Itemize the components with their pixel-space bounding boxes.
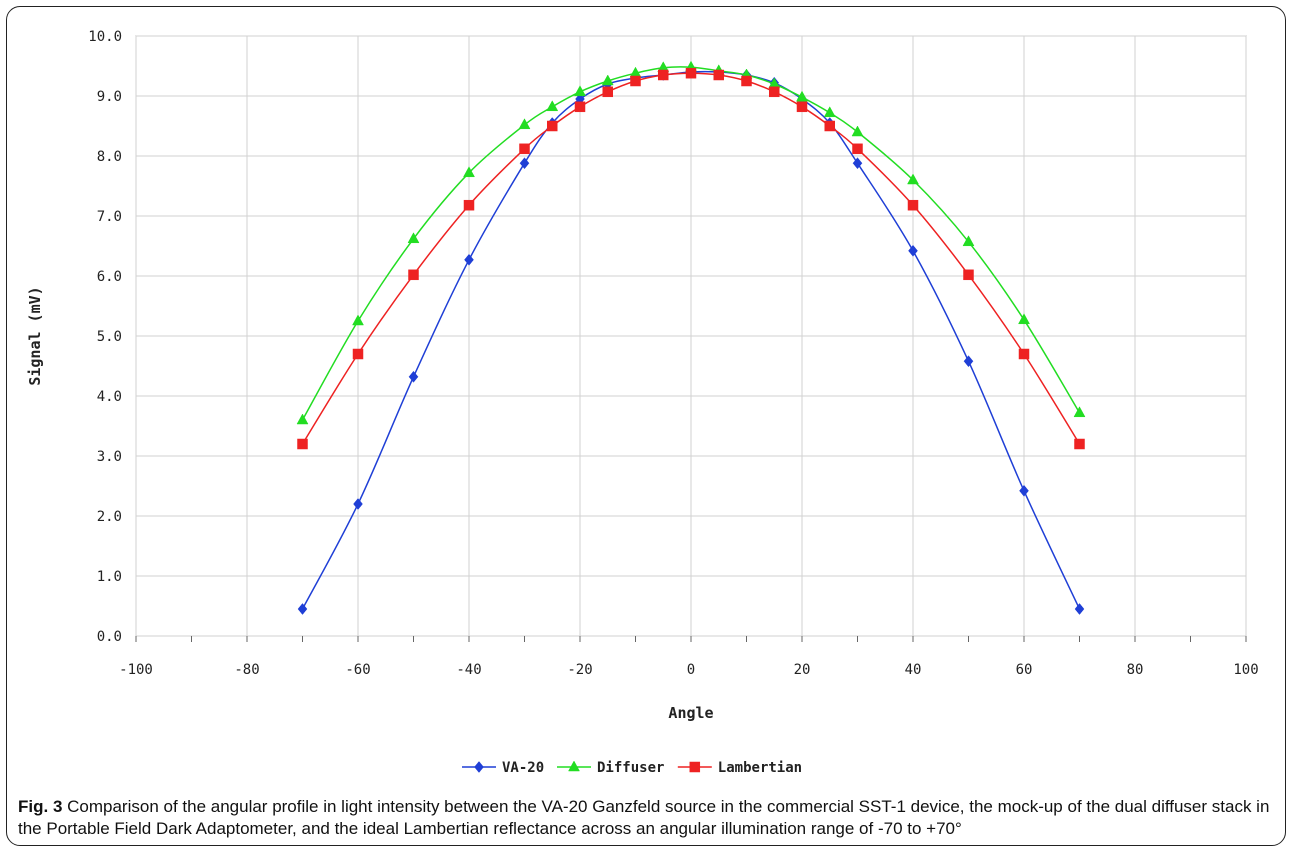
line-chart: 0.01.02.03.04.05.06.07.08.09.010.0 -100-… [26,29,1259,776]
data-point-va-20 [464,253,474,266]
data-point-lambertian [463,199,475,211]
data-point-va-20 [963,355,974,368]
data-point-lambertian [658,69,669,81]
data-point-diffuser [851,125,864,137]
series-diffuser [296,60,1086,425]
y-tick-label: 6.0 [97,269,122,285]
x-tick-label: -40 [456,662,481,678]
caption-text: Comparison of the angular profile in lig… [18,797,1270,838]
y-tick-label: 1.0 [97,569,122,585]
data-point-diffuser [463,166,475,178]
y-axis-label: Signal (mV) [26,286,44,385]
data-point-lambertian [769,86,780,98]
data-point-lambertian [741,75,752,87]
data-point-diffuser [1073,406,1086,418]
data-point-diffuser [1018,313,1030,325]
data-point-lambertian [963,269,974,281]
legend-swatch-marker [568,760,580,772]
series-lambertian [297,67,1085,450]
y-tick-labels: 0.0 1.0 2.0 3.0 4.0 5.0 6.0 7.0 8.0 9.0 10.0 [88,29,122,645]
data-point-lambertian [602,86,613,98]
data-point-va-20 [408,370,419,383]
data-point-lambertian [852,143,863,155]
y-tick-label: 3.0 [97,449,122,465]
x-tick-label: 60 [1016,662,1033,678]
data-point-lambertian [519,143,530,155]
x-tick-labels: -100 -80 -60 -40 -20 0 20 40 60 80 100 [119,662,1259,678]
legend-label: Lambertian [718,760,802,776]
data-point-lambertian [630,75,641,87]
legend-item-diffuser: Diffuser [557,760,664,776]
y-tick-label: 0.0 [97,629,122,645]
data-point-va-20 [297,603,308,615]
figure-frame [6,6,1286,846]
data-point-lambertian [547,120,558,132]
legend-swatch-marker [474,761,484,773]
data-point-va-20 [353,498,363,510]
y-tick-label: 5.0 [97,329,122,345]
data-point-lambertian [713,69,724,81]
x-tick-label: 80 [1127,662,1144,678]
data-point-diffuser [407,232,420,244]
y-tick-label: 7.0 [97,209,122,225]
data-point-va-20 [1019,484,1029,497]
x-tick-label: -20 [567,662,592,678]
data-point-lambertian [574,101,586,113]
y-tick-label: 8.0 [97,149,122,165]
caption-label: Fig. 3 [18,797,63,816]
data-point-diffuser [796,90,808,102]
data-point-lambertian [907,199,919,211]
data-point-diffuser [962,235,975,247]
data-point-diffuser [546,100,559,112]
data-point-diffuser [601,74,614,86]
legend-label: VA-20 [502,760,544,776]
data-point-lambertian [796,101,808,113]
x-tick-label: -100 [119,662,153,678]
series-group [296,60,1086,615]
x-tick-label: 40 [905,662,922,678]
y-tick-label: 9.0 [97,89,122,105]
legend-item-va-20: VA-20 [462,760,544,776]
data-point-lambertian [297,438,308,450]
data-point-va-20 [908,244,918,257]
data-point-lambertian [1018,348,1030,360]
data-point-lambertian [352,348,364,360]
legend-label: Diffuser [597,760,664,776]
figure-caption: Fig. 3 Comparison of the angular profile… [18,796,1278,840]
data-point-lambertian [685,67,697,79]
y-tick-label: 4.0 [97,389,122,405]
legend: VA-20 Diffuser Lambertian [462,760,802,776]
data-point-diffuser [907,173,919,185]
data-point-diffuser [296,413,309,425]
x-tick-label: 100 [1233,662,1258,678]
data-point-diffuser [574,85,586,97]
data-point-va-20 [852,157,863,170]
x-axis-label: Angle [668,704,713,722]
grid-lines [135,35,1247,642]
data-point-diffuser [823,106,836,118]
y-tick-label: 2.0 [97,509,122,525]
legend-item-lambertian: Lambertian [677,760,802,776]
x-tick-label: -80 [234,662,259,678]
data-point-lambertian [408,269,419,281]
x-tick-label: 0 [687,662,695,678]
data-point-va-20 [519,157,530,170]
data-point-lambertian [1074,438,1085,450]
y-tick-label: 10.0 [88,29,122,45]
x-tick-label: 20 [794,662,811,678]
legend-swatch-marker [689,761,701,773]
data-point-diffuser [352,314,364,326]
data-point-diffuser [518,118,531,130]
data-point-lambertian [824,120,835,132]
x-tick-label: -60 [345,662,370,678]
data-point-va-20 [1074,603,1085,615]
